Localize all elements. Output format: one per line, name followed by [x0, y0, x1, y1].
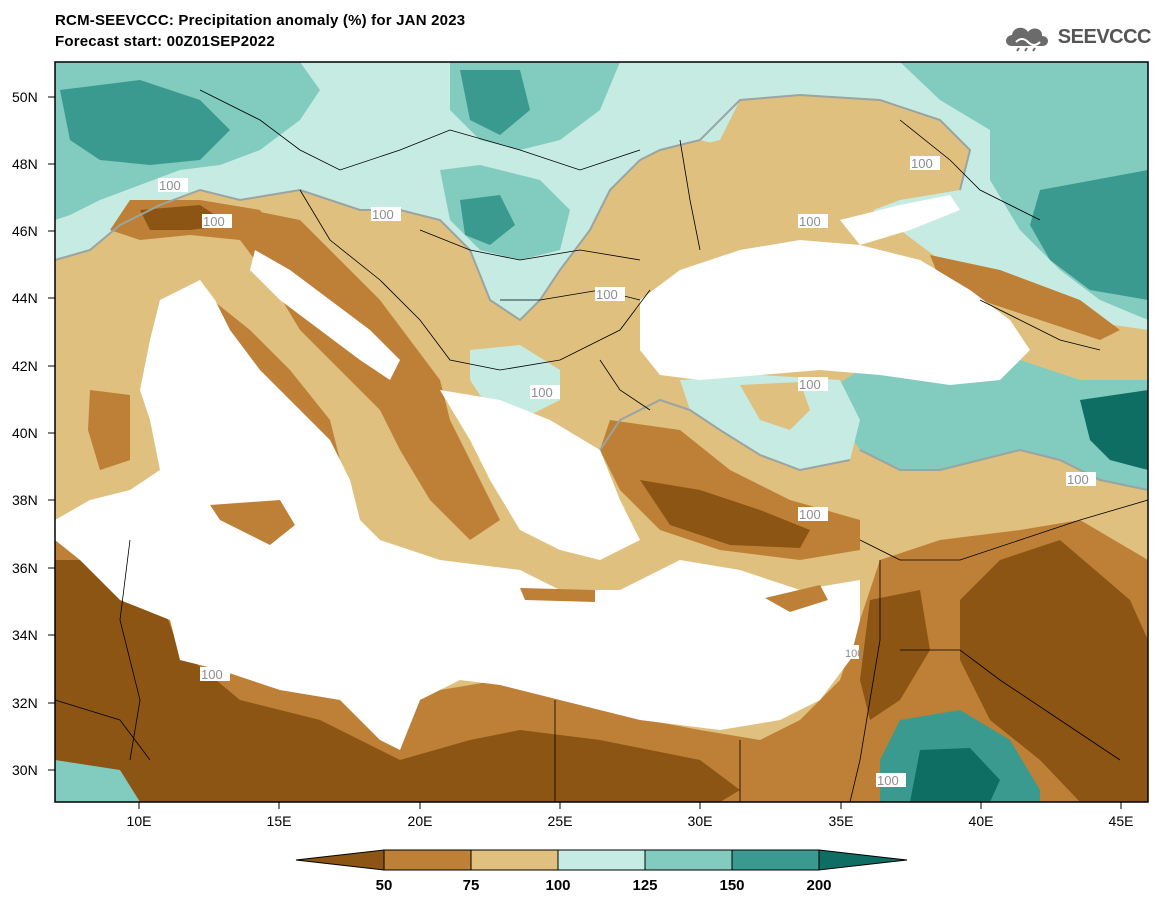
country-borders: [54, 89, 1149, 803]
lon-tick-label: 15E: [267, 813, 292, 829]
lat-tick-label: 30N: [12, 762, 38, 778]
lat-tick-label: 36N: [12, 560, 38, 576]
lon-tick-label: 25E: [548, 813, 573, 829]
colorbar-label: 125: [632, 877, 657, 894]
contour-label: 100: [372, 207, 394, 222]
colorbar-labels: 50 75 100 125 150 200: [376, 877, 832, 894]
contour-labels: 100 100 100 100 100 100 100 100 100 100 …: [158, 156, 1096, 788]
colorbar-75-100: [470, 849, 559, 871]
lat-tick-label: 46N: [12, 223, 38, 239]
colorbar-100-125: [557, 849, 646, 871]
lat-tick-label: 48N: [12, 156, 38, 172]
contour-label: 100: [596, 287, 618, 302]
anomaly-field-150-200-serbia: [460, 195, 515, 245]
anomaly-field-125-150-east-turkey: [820, 360, 1148, 490]
contour-label: 100: [845, 648, 863, 660]
anomaly-field-gt200-arabia: [910, 748, 1000, 802]
contour-label: 100: [159, 178, 181, 193]
lat-tick-label: 42N: [12, 358, 38, 374]
cyprus-island: [765, 585, 828, 612]
lon-tick-label: 30E: [688, 813, 713, 829]
anomaly-field-75-100-ukraine: [640, 95, 970, 215]
contour-label: 100: [799, 214, 821, 229]
anomaly-field-150-200-caspian: [1030, 170, 1148, 300]
adriatic-sea: [250, 250, 400, 380]
mediterranean-sea: [55, 280, 860, 750]
longitude-axis: 10E 15E 20E 25E 30E 35E 40E 45E: [127, 802, 1134, 829]
cloud-rain-icon: [1005, 27, 1048, 52]
colorbar-label: 75: [463, 877, 480, 894]
corsica-island: [100, 340, 125, 385]
seevccc-logo: SEEVCCC: [1002, 22, 1152, 52]
anomaly-field-lt50-levant: [860, 590, 930, 720]
anomaly-field-gt200-caucasus: [1080, 390, 1148, 470]
map-frame: [54, 61, 1149, 803]
islands: [90, 340, 828, 612]
anomaly-field-lt50-anatolia: [640, 480, 810, 548]
black-sea: [640, 240, 1030, 385]
anomaly-field-150-200-poland: [460, 70, 530, 135]
crete-island: [520, 588, 595, 602]
colorbar-label: 50: [376, 877, 393, 894]
colorbar-150-200: [731, 849, 820, 871]
colorbar-label: 100: [545, 877, 570, 894]
sicily-island: [210, 500, 295, 545]
sardinia-island: [90, 395, 130, 470]
lat-tick-label: 44N: [12, 290, 38, 306]
contour-label: 100: [531, 385, 553, 400]
contour-label: 100: [911, 156, 933, 171]
colorbar-label: 150: [719, 877, 744, 894]
anomaly-field-lt50-libya: [55, 560, 740, 802]
anomaly-field-125-150-tunisia: [55, 760, 140, 802]
forecast-start-subtitle: Forecast start: 00Z01SEP2022: [55, 33, 275, 50]
colorbar-gt200: [818, 849, 908, 871]
anomaly-field-150-200-germany: [60, 80, 230, 165]
aegean-sea: [440, 390, 640, 560]
anomaly-field-75-100-anatolia-patch: [740, 382, 810, 430]
colorbar-label: 200: [806, 877, 831, 894]
sea-areas: [55, 195, 1030, 750]
colorbar-lt50: [295, 849, 385, 871]
logo-wordmark: SEEVCCC: [1057, 25, 1152, 48]
contour-label: 100: [877, 773, 899, 788]
contour-label: 100: [201, 667, 223, 682]
latitude-axis: 50N 48N 46N 44N 42N 40N 38N 36N 34N 32N …: [12, 89, 55, 778]
lat-tick-label: 34N: [12, 627, 38, 643]
lon-tick-label: 35E: [829, 813, 854, 829]
contour-label: 100: [203, 214, 225, 229]
sea-of-azov: [840, 195, 960, 245]
colorbar-50-75: [383, 849, 472, 871]
lat-tick-label: 40N: [12, 425, 38, 441]
contour-label: 100: [1067, 472, 1089, 487]
map-title: RCM-SEEVCCC: Precipitation anomaly (%) f…: [55, 12, 466, 29]
lat-tick-label: 38N: [12, 492, 38, 508]
contour-label: 100: [799, 507, 821, 522]
lon-tick-label: 10E: [127, 813, 152, 829]
contour-label: 100: [799, 377, 821, 392]
lon-tick-label: 20E: [408, 813, 433, 829]
lat-tick-label: 32N: [12, 695, 38, 711]
lon-tick-label: 45E: [1109, 813, 1134, 829]
anomaly-field-50-75-caucasus-north: [930, 255, 1120, 340]
lat-tick-label: 50N: [12, 89, 38, 105]
colorbar: [295, 849, 908, 871]
lon-tick-label: 40E: [969, 813, 994, 829]
anomaly-field-lt50-iraq: [960, 540, 1148, 802]
colorbar-125-150: [644, 849, 733, 871]
